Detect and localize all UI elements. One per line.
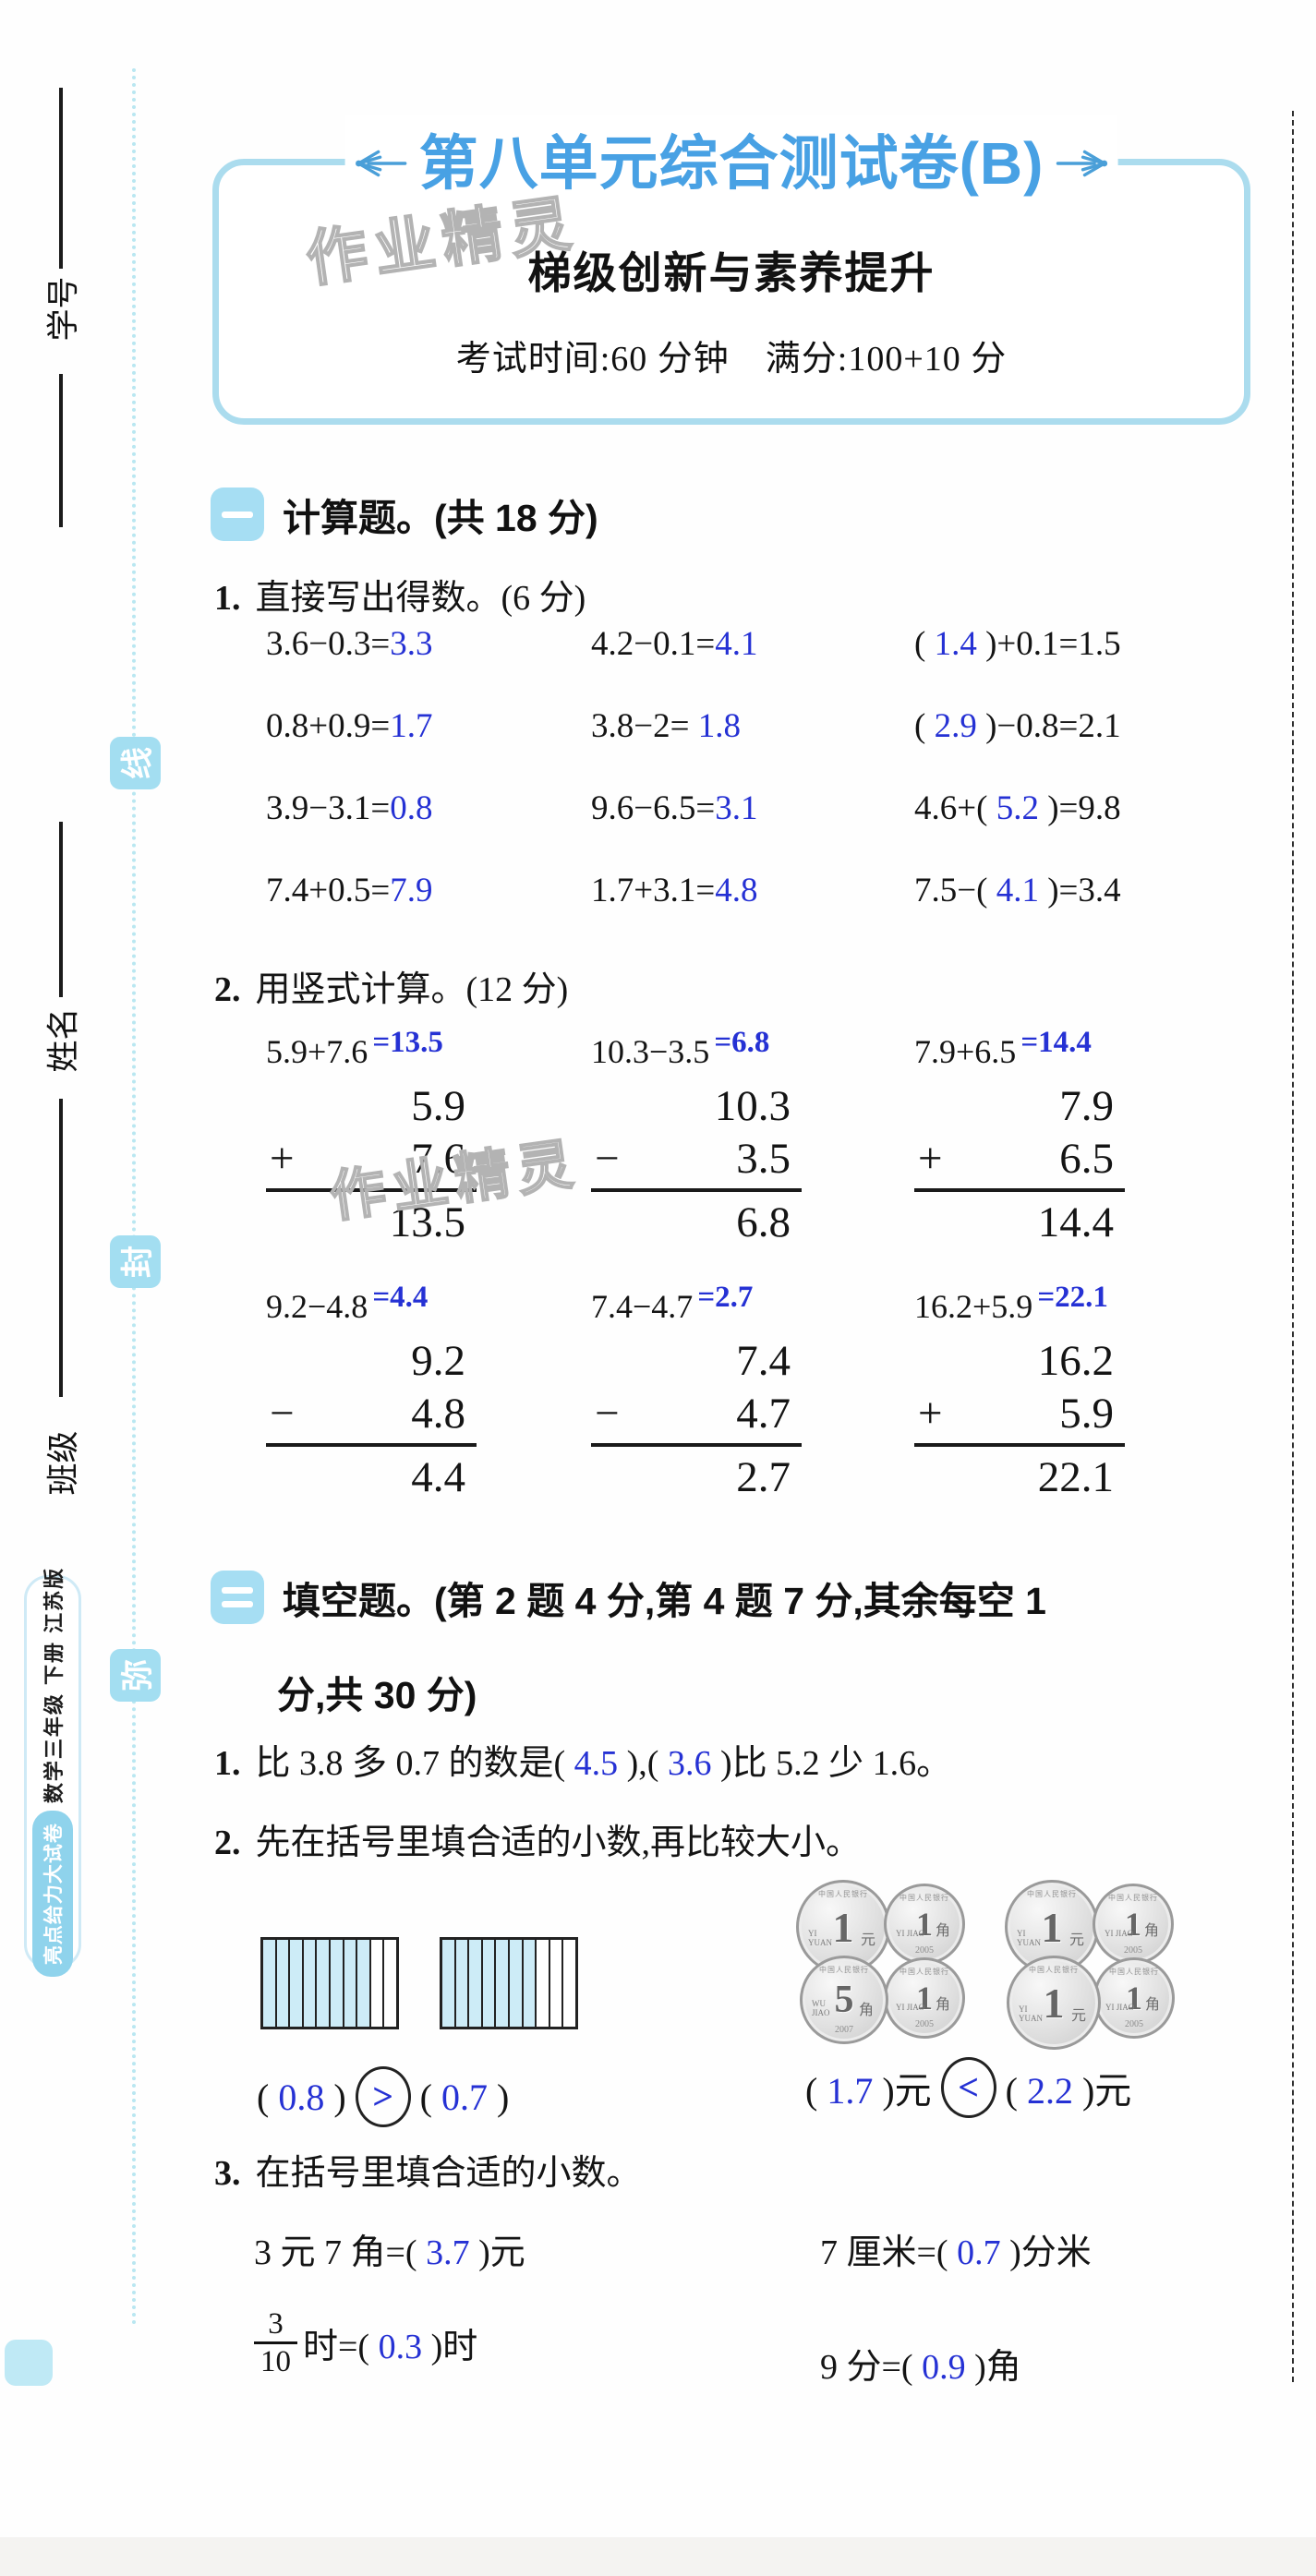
direct-calculation-grid: 3.6−0.3=3.3 4.2−0.1=4.1 ( 1.4 )+0.1=1.5 … xyxy=(266,619,1274,917)
coin-1-jiao: 中国人民银行 1 YI JIAO 角 2005 xyxy=(1093,1957,1175,2039)
section-one-title: 计算题。(共 18 分) xyxy=(283,497,598,539)
seal-badge-mi: 弥 xyxy=(110,1649,161,1702)
vertical-problem: 10.3−3.5 =6.8 10.3 −3.5 6.8 xyxy=(591,1026,914,1249)
column-calc: 7.9 +6.5 14.4 xyxy=(914,1080,1125,1249)
title-row: 第八单元综合测试卷(B) xyxy=(344,115,1118,211)
page-right-border xyxy=(1292,111,1294,2382)
binding-dotted-line xyxy=(132,68,136,2327)
class-label: 班级 xyxy=(45,1429,82,1496)
calc-cell: 9.6−6.5=3.1 xyxy=(591,789,758,827)
page-bottom-edge xyxy=(0,2537,1316,2576)
page-title: 第八单元综合测试卷(B) xyxy=(418,130,1044,197)
fill-q2-heading: 2. 先在括号里填合适的小数,再比较大小。 xyxy=(214,1824,862,1862)
column-calc: 5.9 +7.6 13.5 xyxy=(266,1080,477,1249)
calc-cell: 7.5−( 4.1 )=3.4 xyxy=(914,872,1121,909)
seal-badge-line: 线 xyxy=(110,737,161,789)
section-two-badge xyxy=(211,1571,264,1624)
question-2-heading: 2. 用竖式计算。(12 分) xyxy=(214,970,569,1009)
calc-cell: 0.8+0.9=1.7 xyxy=(266,707,433,745)
blank-line xyxy=(59,374,63,527)
vertical-problem: 16.2+5.9 =22.1 16.2 +5.9 22.1 xyxy=(914,1281,1274,1504)
column-calc: 16.2 +5.9 22.1 xyxy=(914,1335,1125,1504)
book-series-badge: 亮点给力大试卷 数学三年级 下册 江苏版 xyxy=(24,1567,81,1978)
calc-cell: 7.4+0.5=7.9 xyxy=(266,872,433,909)
fill-q3-item-b: 7 厘米=( 0.7 )分米 xyxy=(820,2233,1092,2272)
fill-q3-heading: 3. 在括号里填合适的小数。 xyxy=(214,2154,642,2193)
book-series-name: 亮点给力大试卷 xyxy=(32,1811,73,1978)
calc-cell: ( 2.9 )−0.8=2.1 xyxy=(914,707,1121,745)
calc-cell: 4.2−0.1=4.1 xyxy=(591,625,758,663)
blank-line xyxy=(59,822,63,997)
vertical-problem: 5.9+7.6 =13.5 5.9 +7.6 13.5 xyxy=(266,1026,591,1249)
section-two-header: 填空题。(第 2 题 4 分,第 4 题 7 分,其余每空 1 xyxy=(211,1570,1046,1625)
section-one-badge xyxy=(211,488,264,541)
fill-q3-item-a: 3 元 7 角=( 3.7 )元 xyxy=(254,2233,525,2272)
section-one-header: 计算题。(共 18 分) xyxy=(211,487,598,542)
subtitle: 梯级创新与素养提升 xyxy=(527,248,936,297)
fill-q3-item-c: 3 10 时=( 0.3 )时 xyxy=(254,2306,477,2379)
strip-compare-line: ( 0.8 ) > ( 0.7 ) xyxy=(257,2066,509,2127)
section-two-title-line2: 分,共 30 分) xyxy=(277,1674,477,1716)
blank-line xyxy=(59,1099,63,1397)
column-calc: 7.4 −4.7 2.7 xyxy=(591,1335,802,1504)
vertical-problem: 7.9+6.5 =14.4 7.9 +6.5 14.4 xyxy=(914,1026,1274,1249)
coin-1-yuan: 中国人民银行 1 YI YUAN 元 xyxy=(1007,1956,1101,2050)
vertical-calc-row-1: 5.9+7.6 =13.5 5.9 +7.6 13.5 10.3−3.5 =6.8 … xyxy=(266,1026,1274,1249)
book-volume-title: 数学三年级 下册 江苏版 xyxy=(42,1566,66,1804)
calc-cell: 3.6−0.3=3.3 xyxy=(266,625,433,663)
calc-cell: 1.7+3.1=4.8 xyxy=(591,872,758,909)
exam-info: 考试时间:60 分钟 满分:100+10 分 xyxy=(455,340,1008,379)
coin-1-jiao: 中国人民银行 1 YI JIAO 角 2005 xyxy=(884,1957,965,2039)
column-calc: 9.2 −4.8 4.4 xyxy=(266,1335,477,1504)
fraction: 3 10 xyxy=(254,2306,297,2379)
name-label: 姓名 xyxy=(45,1006,82,1073)
strip-diagram-right xyxy=(440,1937,578,2029)
fill-q1: 1. 比 3.8 多 0.7 的数是( 4.5 ),( 3.6 )比 5.2 少 … xyxy=(214,1744,952,1783)
coin-1-jiao: 中国人民银行 1 YI JIAO 角 2005 xyxy=(884,1884,965,1965)
calc-cell: ( 1.4 )+0.1=1.5 xyxy=(914,625,1121,663)
page-edge-badge xyxy=(5,2340,53,2386)
seal-badge-feng: 封 xyxy=(110,1235,161,1288)
blank-line xyxy=(59,88,63,269)
right-deco-arrow-icon xyxy=(1056,150,1107,177)
vertical-calc-row-2: 9.2−4.8 =4.4 9.2 −4.8 4.4 7.4−4.7 =2.7 7.4… xyxy=(266,1281,1274,1504)
student-id-label: 学号 xyxy=(45,275,82,342)
column-calc: 10.3 −3.5 6.8 xyxy=(591,1080,802,1249)
calc-cell: 3.9−3.1=0.8 xyxy=(266,789,433,827)
strip-diagram-left xyxy=(260,1937,399,2029)
vertical-problem: 9.2−4.8 =4.4 9.2 −4.8 4.4 xyxy=(266,1281,591,1504)
question-1-heading: 1. 直接写出得数。(6 分) xyxy=(214,579,586,618)
section-two-title: 填空题。(第 2 题 4 分,第 4 题 7 分,其余每空 1 xyxy=(283,1580,1046,1622)
fill-q3-item-d: 9 分=( 0.9 )角 xyxy=(820,2348,1021,2387)
coin-5-jiao: 中国人民银行 5 WU JIAO 角 2007 xyxy=(800,1956,888,2044)
calc-cell: 3.8−2= 1.8 xyxy=(591,707,741,745)
coins-compare-line: ( 1.7 )元 < ( 2.2 )元 xyxy=(805,2057,1131,2118)
vertical-problem: 7.4−4.7 =2.7 7.4 −4.7 2.7 xyxy=(591,1281,914,1504)
fraction-strips xyxy=(260,1937,578,2029)
comparison-circle: < xyxy=(940,2057,996,2118)
header-box: 第八单元综合测试卷(B) 梯级创新与素养提升 考试时间:60 分钟 满分:100… xyxy=(212,115,1250,425)
coin-1-jiao: 中国人民银行 1 YI JIAO 角 2005 xyxy=(1093,1884,1174,1965)
calc-cell: 4.6+( 5.2 )=9.8 xyxy=(914,789,1121,827)
comparison-circle: > xyxy=(355,2066,411,2127)
left-deco-arrow-icon xyxy=(356,150,407,177)
